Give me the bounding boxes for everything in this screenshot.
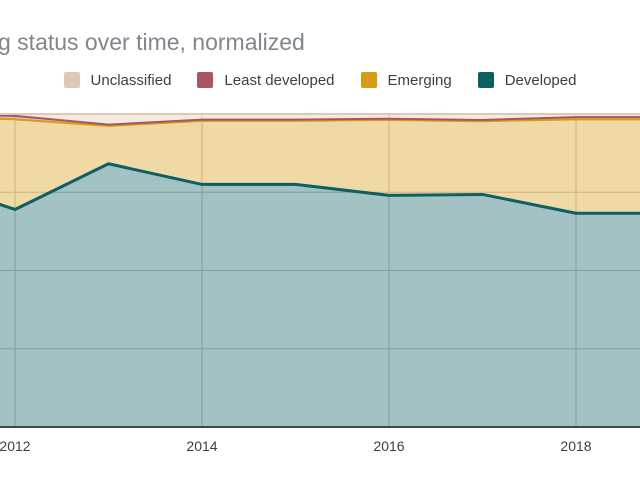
chart-title: g status over time, normalized [0, 29, 305, 55]
x-axis-label: 2016 [373, 438, 405, 454]
legend-item-label: Unclassified [90, 71, 172, 89]
legend-item-label: Least developed [224, 71, 335, 89]
legend-swatch [360, 72, 377, 88]
legend-item-least-developed[interactable]: Least developed [197, 71, 335, 89]
x-axis-label: 2018 [560, 438, 592, 454]
legend-swatch [63, 72, 80, 88]
x-axis: 2012 2014 2016 2018 [0, 438, 640, 458]
legend-item-unclassified[interactable]: Unclassified [63, 71, 172, 89]
legend-item-developed[interactable]: Developed [477, 71, 577, 89]
legend-item-emerging[interactable]: Emerging [360, 71, 452, 89]
chart-legend: Unclassified Least developed Emerging Devel… [0, 70, 640, 90]
x-axis-label: 2012 [0, 438, 31, 454]
legend-item-label: Emerging [387, 71, 452, 89]
legend-swatch [197, 72, 214, 88]
line-emerging [0, 117, 640, 127]
line-developed [0, 162, 640, 215]
area-developed [0, 163, 640, 427]
legend-item-label: Developed [504, 71, 577, 89]
area-emerging [0, 118, 640, 214]
x-axis-label: 2014 [186, 438, 218, 454]
line-least-developed [0, 114, 640, 126]
legend-swatch [477, 72, 494, 88]
